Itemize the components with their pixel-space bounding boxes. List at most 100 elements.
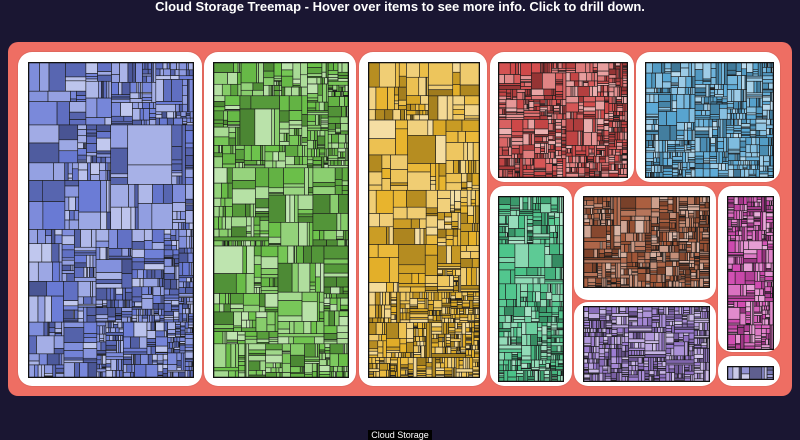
- treemap-cell[interactable]: [611, 253, 619, 257]
- treemap-cell[interactable]: [507, 169, 514, 173]
- treemap-cell[interactable]: [322, 83, 327, 103]
- treemap-cell[interactable]: [678, 252, 686, 262]
- treemap-cell[interactable]: [674, 140, 681, 145]
- treemap-cell[interactable]: [100, 180, 107, 213]
- treemap-cell[interactable]: [650, 208, 660, 213]
- treemap-cell[interactable]: [41, 243, 53, 263]
- treemap-cell[interactable]: [151, 242, 165, 250]
- treemap-cell[interactable]: [475, 314, 479, 319]
- treemap-cell[interactable]: [678, 223, 686, 228]
- treemap-cell[interactable]: [329, 304, 338, 312]
- treemap-cell[interactable]: [451, 221, 459, 227]
- treemap-cell[interactable]: [263, 63, 275, 72]
- treemap-cell[interactable]: [604, 208, 610, 214]
- treemap-cell[interactable]: [189, 117, 193, 123]
- treemap-cell[interactable]: [68, 196, 76, 211]
- treemap-cell[interactable]: [470, 189, 476, 200]
- treemap-cell[interactable]: [590, 328, 594, 333]
- treemap-cell[interactable]: [672, 266, 676, 277]
- treemap-cell[interactable]: [143, 263, 165, 271]
- treemap-cell[interactable]: [708, 96, 712, 105]
- treemap-cell[interactable]: [616, 336, 621, 345]
- treemap-cell[interactable]: [694, 87, 707, 93]
- treemap-cell[interactable]: [336, 293, 348, 299]
- treemap-cell[interactable]: [718, 84, 722, 90]
- treemap-cell[interactable]: [672, 162, 679, 166]
- treemap-cell[interactable]: [740, 169, 746, 177]
- treemap-cell[interactable]: [123, 356, 133, 360]
- treemap-cell[interactable]: [503, 331, 509, 338]
- treemap-cell[interactable]: [499, 257, 516, 263]
- treemap-cell[interactable]: [531, 63, 541, 74]
- treemap-cell[interactable]: [465, 354, 472, 358]
- treemap-cell[interactable]: [605, 307, 613, 312]
- treemap-cell[interactable]: [431, 330, 443, 335]
- treemap-cell[interactable]: [147, 354, 153, 365]
- treemap-cell[interactable]: [716, 98, 723, 102]
- treemap-cell[interactable]: [721, 98, 728, 103]
- treemap-cell[interactable]: [594, 145, 597, 157]
- treemap-cell[interactable]: [220, 197, 226, 207]
- treemap-cell[interactable]: [555, 122, 562, 126]
- treemap-cell[interactable]: [82, 359, 98, 364]
- treemap-cell[interactable]: [596, 145, 606, 149]
- treemap-cell[interactable]: [343, 91, 348, 96]
- treemap-cell[interactable]: [188, 63, 193, 71]
- treemap-cell[interactable]: [74, 262, 87, 268]
- treemap-cell[interactable]: [458, 357, 464, 361]
- treemap-cell[interactable]: [763, 155, 770, 163]
- treemap-cell[interactable]: [644, 332, 655, 342]
- treemap-cell[interactable]: [668, 231, 673, 242]
- treemap-cell[interactable]: [244, 240, 251, 247]
- treemap-cell[interactable]: [572, 111, 578, 120]
- treemap-cell[interactable]: [601, 208, 606, 214]
- treemap-cell[interactable]: [534, 153, 539, 159]
- treemap-cell[interactable]: [460, 160, 467, 174]
- treemap-cell[interactable]: [555, 139, 562, 144]
- treemap-cell[interactable]: [225, 206, 233, 218]
- treemap-cell[interactable]: [694, 137, 701, 153]
- treemap-cell[interactable]: [186, 297, 190, 303]
- treemap-cell[interactable]: [685, 217, 690, 228]
- treemap-cell[interactable]: [275, 367, 280, 373]
- treemap-cell[interactable]: [375, 360, 380, 364]
- treemap-cell[interactable]: [253, 287, 257, 294]
- treemap-cell[interactable]: [685, 169, 692, 173]
- treemap-cell[interactable]: [460, 223, 473, 232]
- treemap-cell[interactable]: [746, 80, 755, 94]
- treemap-cell[interactable]: [188, 315, 193, 320]
- treemap-cell[interactable]: [407, 119, 429, 136]
- treemap-cell[interactable]: [182, 103, 188, 113]
- treemap-cell[interactable]: [646, 165, 652, 170]
- treemap-cell[interactable]: [228, 240, 233, 247]
- treemap-cell[interactable]: [256, 287, 260, 294]
- treemap-cell[interactable]: [717, 89, 724, 95]
- treemap-cell[interactable]: [565, 72, 571, 82]
- treemap-cell[interactable]: [238, 361, 246, 366]
- treemap-cell[interactable]: [592, 328, 597, 333]
- treemap-cell[interactable]: [461, 300, 470, 304]
- treemap-cell[interactable]: [406, 308, 411, 314]
- treemap-cell[interactable]: [667, 199, 674, 205]
- treemap-cell[interactable]: [90, 174, 100, 181]
- treemap-cell[interactable]: [96, 156, 102, 164]
- treemap-cell[interactable]: [649, 282, 654, 287]
- treemap-cell[interactable]: [499, 352, 505, 361]
- treemap-cell[interactable]: [538, 364, 547, 368]
- treemap-cell[interactable]: [472, 366, 479, 371]
- treemap-cell[interactable]: [555, 72, 564, 81]
- treemap-cell[interactable]: [578, 108, 584, 113]
- treemap-cell[interactable]: [684, 87, 689, 95]
- treemap-cell[interactable]: [653, 157, 657, 163]
- treemap-cell[interactable]: [606, 201, 609, 208]
- treemap-cell[interactable]: [523, 296, 527, 302]
- treemap-cell[interactable]: [450, 338, 462, 342]
- treemap-cell[interactable]: [430, 176, 437, 181]
- treemap-cell[interactable]: [478, 344, 479, 351]
- treemap-cell[interactable]: [535, 310, 540, 320]
- treemap-cell[interactable]: [317, 94, 323, 103]
- treemap-cell[interactable]: [74, 250, 97, 254]
- treemap-cell[interactable]: [605, 155, 610, 164]
- treemap-cell[interactable]: [637, 268, 647, 274]
- treemap-cell[interactable]: [466, 267, 472, 286]
